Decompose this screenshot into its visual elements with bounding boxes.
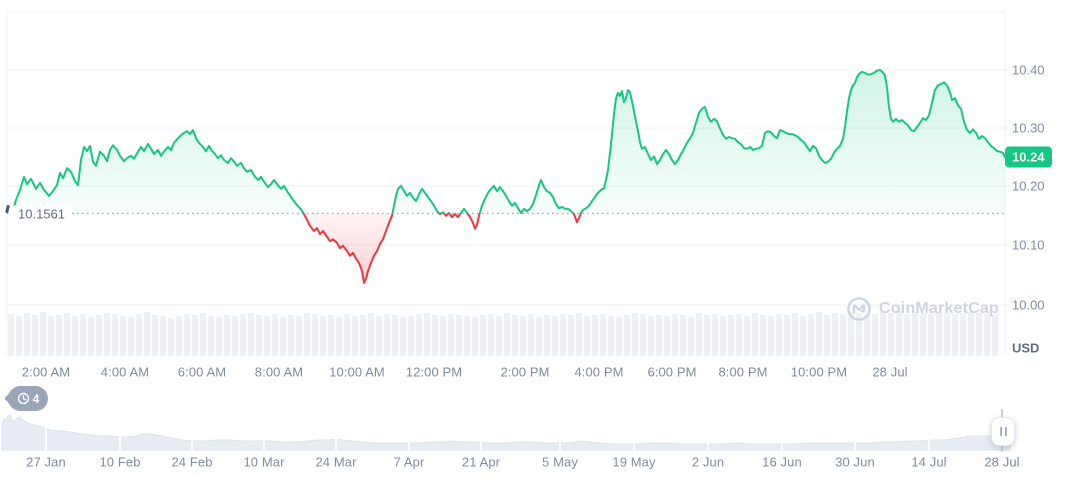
clock-icon xyxy=(17,392,30,405)
x-axis-tick-label: 8:00 AM xyxy=(254,364,304,380)
x-axis-tick-label: 8:00 PM xyxy=(718,364,768,380)
x-axis-tick-label: 4:00 PM xyxy=(574,364,624,380)
navigator-date-label: 21 Apr xyxy=(461,454,501,470)
currency-unit-label: USD xyxy=(1012,340,1040,356)
navigator-date-label: 10 Mar xyxy=(243,454,285,470)
y-axis-tick-label: 10.00 xyxy=(1012,297,1045,313)
navigator-date-label: 28 Jul xyxy=(984,454,1020,470)
x-axis-tick-label: 6:00 AM xyxy=(177,364,227,380)
navigator-date-label: 30 Jun xyxy=(835,454,875,470)
watermark-text: CoinMarketCap xyxy=(879,300,999,317)
x-axis-tick-label: 12:00 PM xyxy=(405,364,463,380)
coinmarketcap-logo-icon xyxy=(846,296,872,322)
drag-handle-icon xyxy=(999,427,1002,436)
navigator-date-label: 10 Feb xyxy=(99,454,141,470)
history-count: 4 xyxy=(32,391,40,406)
navigator-date-label: 5 May xyxy=(542,454,578,470)
coinmarketcap-watermark: CoinMarketCap xyxy=(846,296,999,322)
drag-handle-icon xyxy=(1004,427,1007,436)
y-axis-tick-label: 10.10 xyxy=(1012,237,1045,253)
navigator-date-label: 14 Jul xyxy=(911,454,947,470)
y-axis-tick-label: 10.20 xyxy=(1012,178,1045,194)
baseline-price-label: 10.1561 xyxy=(11,204,72,224)
current-price-badge: 10.24 xyxy=(1005,146,1052,168)
y-axis-tick-label: 10.30 xyxy=(1012,120,1045,136)
x-axis-tick-label: 10:00 AM xyxy=(329,364,385,380)
x-axis-tick-label: 6:00 PM xyxy=(647,364,697,380)
navigator-date-label: 19 May xyxy=(612,454,656,470)
navigator-date-label: 16 Jun xyxy=(762,454,802,470)
navigator-date-label: 7 Apr xyxy=(393,454,425,470)
y-axis-tick-label: 10.40 xyxy=(1012,62,1045,78)
history-count-badge[interactable]: 4 xyxy=(4,386,48,411)
x-axis-tick-label: 4:00 AM xyxy=(100,364,150,380)
navigator-date-label: 24 Mar xyxy=(315,454,357,470)
area-above-baseline xyxy=(12,70,1005,214)
navigator-minichart[interactable] xyxy=(1,410,1011,451)
navigator-date-label: 27 Jan xyxy=(26,454,66,470)
x-axis-tick-label: 28 Jul xyxy=(872,364,908,380)
volume-bars xyxy=(8,311,998,356)
navigator-date-label: 2 Jun xyxy=(691,454,725,470)
price-line-up xyxy=(11,69,1006,214)
navigator-date-label: 24 Feb xyxy=(171,454,213,470)
x-axis-tick-label: 2:00 AM xyxy=(21,364,71,380)
x-axis-tick-label: 2:00 PM xyxy=(500,364,550,380)
navigator-handle[interactable] xyxy=(991,417,1015,446)
x-axis-tick-label: 10:00 PM xyxy=(790,364,848,380)
